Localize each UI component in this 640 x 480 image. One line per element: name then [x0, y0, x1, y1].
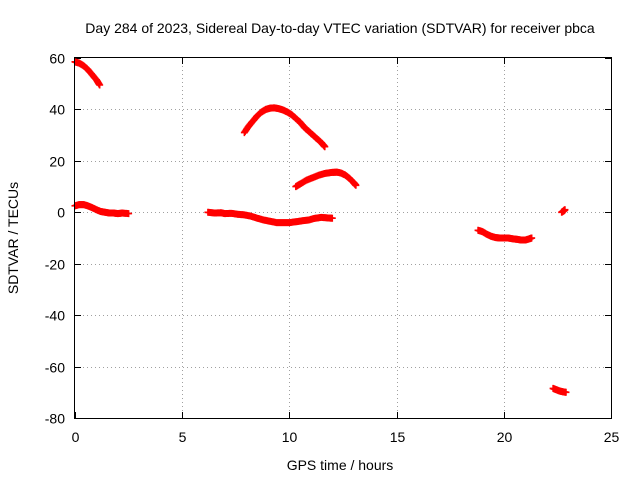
x-tick-label: 5	[179, 429, 187, 445]
data-point	[125, 210, 133, 218]
series-arc-5	[292, 168, 360, 191]
y-tick-label: 40	[49, 102, 65, 118]
series-arc-6	[474, 226, 536, 244]
data-point	[562, 388, 570, 396]
data-points	[71, 58, 570, 396]
x-tick-label: 25	[604, 429, 620, 445]
data-point	[561, 206, 569, 214]
x-axis-label: GPS time / hours	[287, 457, 394, 473]
data-point	[328, 214, 336, 222]
data-point	[352, 181, 360, 189]
x-tick-label: 0	[72, 429, 80, 445]
x-tick-label: 20	[497, 429, 513, 445]
data-point	[96, 81, 104, 89]
y-axis-label: SDTVAR / TECUs	[5, 182, 21, 294]
x-tick-label: 10	[282, 429, 298, 445]
series-arc-8	[549, 384, 570, 396]
y-tick-label: -80	[45, 411, 65, 427]
y-tick-label: 0	[57, 205, 65, 221]
grid-lines	[75, 58, 611, 418]
y-tick-label: -60	[45, 360, 65, 376]
data-point	[528, 234, 536, 242]
y-tick-label: 20	[49, 154, 65, 170]
plot-frame	[74, 57, 612, 419]
series-arc-1	[71, 58, 104, 89]
data-point	[321, 143, 329, 151]
chart-title: Day 284 of 2023, Sidereal Day-to-day VTE…	[85, 20, 595, 36]
series-arc-7	[558, 206, 569, 216]
axis-ticks: 0 5 10 15 20 25 -80 -60 -40 -20 0 20 40 60	[45, 51, 620, 446]
series-arc-2	[71, 201, 133, 218]
x-tick-label: 15	[390, 429, 406, 445]
series-arc-3	[204, 208, 336, 227]
y-tick-label: -20	[45, 257, 65, 273]
y-tick-label: 60	[49, 51, 65, 67]
y-tick-label: -40	[45, 308, 65, 324]
series-arc-4	[240, 104, 329, 151]
